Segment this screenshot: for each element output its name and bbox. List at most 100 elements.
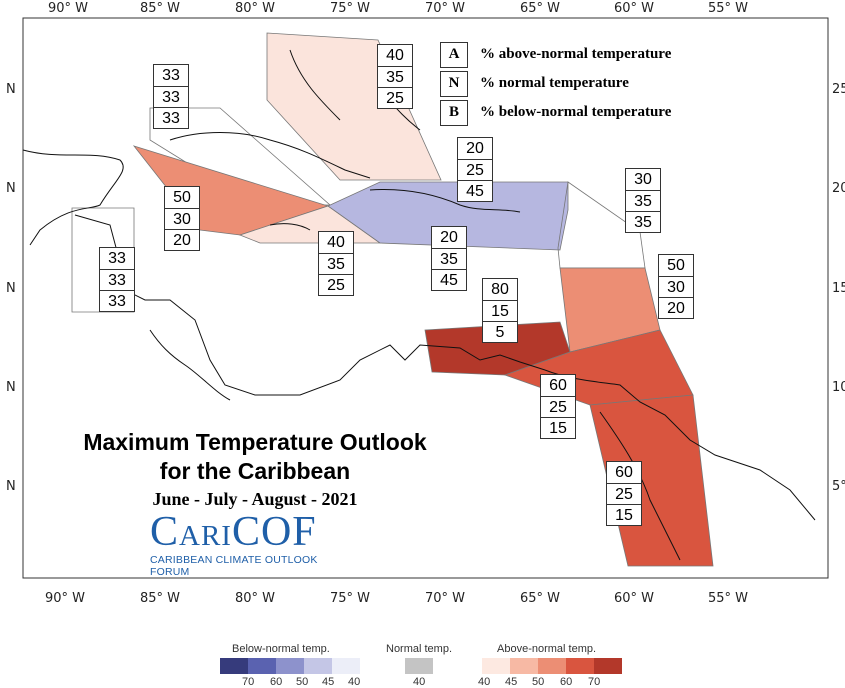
key-row-normal: N % normal temperature: [440, 69, 671, 98]
left-lat-label: N: [6, 479, 16, 494]
prob-normal: 25: [458, 159, 492, 180]
above-tick: 50: [532, 676, 545, 688]
region-bahamas: [266, 32, 442, 181]
prob-normal: 35: [319, 253, 353, 274]
below-tick: 45: [322, 676, 335, 688]
prob-above: 20: [466, 140, 484, 157]
right-lat-label: 20°: [832, 181, 845, 196]
below-swatch: [304, 658, 332, 674]
left-lat-label: N: [6, 181, 16, 196]
below-tick: 70: [242, 676, 255, 688]
key-desc: % above-normal temperature: [480, 46, 672, 62]
prob-above: 50: [667, 257, 685, 274]
left-lat-label: N: [6, 281, 16, 296]
prob-above: 30: [634, 171, 652, 188]
above-tick: 40: [478, 676, 491, 688]
top-lon-label: 75° W: [330, 1, 370, 16]
right-lat-label: 15°: [832, 281, 845, 296]
prob-below: 15: [607, 504, 641, 525]
below-tick: 40: [348, 676, 361, 688]
top-lon-label: 85° W: [140, 1, 180, 16]
prob-above: 33: [162, 67, 180, 84]
top-lon-label: 65° W: [520, 1, 560, 16]
bottom-lon-label: 55° W: [708, 591, 748, 606]
prob-below: 25: [378, 87, 412, 108]
category-key: A % above-normal temperature N % normal …: [440, 40, 671, 127]
normal-label: Normal temp.: [386, 643, 453, 655]
right-lat-label: 5°: [832, 479, 845, 494]
normal-tick: 40: [413, 676, 426, 688]
prob-normal: 30: [165, 208, 199, 229]
top-lon-label: 90° W: [48, 1, 88, 16]
top-lon-label: 60° W: [614, 1, 654, 16]
bottom-lon-label: 85° W: [140, 591, 180, 606]
prob-box-jamaica: 40 35 25: [318, 231, 354, 296]
prob-normal: 33: [154, 86, 188, 107]
prob-box-trinidad-tobago: 60 25 15: [540, 374, 576, 439]
above-tick: 70: [588, 676, 601, 688]
below-tick: 50: [296, 676, 309, 688]
above-swatch: [566, 658, 594, 674]
prob-box-abc-islands: 80 15 5: [482, 278, 518, 343]
above-swatch: [482, 658, 510, 674]
below-normal-label: Below-normal temp.: [232, 643, 330, 655]
top-lon-axis: 90° W 85° W 80° W 75° W 70° W 65° W 60° …: [48, 1, 748, 16]
bottom-lon-axis: 90° W 85° W 80° W 75° W 70° W 65° W 60° …: [45, 591, 748, 606]
key-letter: N: [440, 70, 468, 97]
bottom-lon-label: 65° W: [520, 591, 560, 606]
map-title: Maximum Temperature Outlook: [83, 429, 427, 455]
prob-above: 20: [440, 229, 458, 246]
right-lat-label: 25°: [832, 82, 845, 97]
top-lon-label: 55° W: [708, 1, 748, 16]
top-lon-label: 80° W: [235, 1, 275, 16]
prob-below: 35: [626, 211, 660, 232]
prob-box-cayman-jamaica-west: 50 30 20: [164, 186, 200, 251]
key-desc: % below-normal temperature: [480, 104, 672, 120]
below-swatch: [220, 658, 248, 674]
prob-box-belize: 33 33 33: [99, 247, 135, 312]
left-lat-label: N: [6, 380, 16, 395]
prob-normal: 35: [378, 66, 412, 87]
prob-box-greater-antilles-east: 20 25 45: [457, 137, 493, 202]
key-letter: A: [440, 41, 468, 68]
prob-below: 33: [100, 290, 134, 311]
prob-normal: 33: [100, 269, 134, 290]
below-swatch: [248, 658, 276, 674]
prob-normal: 15: [483, 300, 517, 321]
prob-below: 5: [483, 321, 517, 342]
above-swatch: [510, 658, 538, 674]
bottom-lon-label: 60° W: [614, 591, 654, 606]
below-swatch: [332, 658, 360, 674]
key-row-above: A % above-normal temperature: [440, 40, 671, 69]
above-swatch: [538, 658, 566, 674]
prob-normal: 35: [626, 190, 660, 211]
prob-box-leeward-islands: 30 35 35: [625, 168, 661, 233]
prob-normal: 35: [432, 248, 466, 269]
logo-tagline: CARIBBEAN CLIMATE OUTLOOK FORUM: [150, 554, 318, 578]
prob-above: 33: [108, 250, 126, 267]
right-lat-label: 10°: [832, 380, 845, 395]
prob-above: 40: [386, 47, 404, 64]
prob-above: 60: [549, 377, 567, 394]
map-title-line2: for the Caribbean: [159, 458, 351, 484]
region-belize: [71, 207, 135, 313]
region-greater-antilles-east: [327, 181, 569, 251]
logo-wordmark: CariCOF: [150, 509, 317, 555]
prob-box-hispaniola-puerto-rico: 20 35 45: [431, 226, 467, 291]
above-tick: 60: [560, 676, 573, 688]
caricof-logo: CariCOF CARIBBEAN CLIMATE OUTLOOK FORUM: [150, 510, 360, 578]
top-lon-label: 70° W: [425, 1, 465, 16]
bottom-lon-label: 80° W: [235, 591, 275, 606]
left-lat-label: N: [6, 82, 16, 97]
prob-below: 15: [541, 417, 575, 438]
prob-above: 40: [327, 234, 345, 251]
map-subtitle: June - July - August - 2021: [152, 489, 358, 509]
prob-below: 25: [319, 274, 353, 295]
above-tick: 45: [505, 676, 518, 688]
bottom-lon-label: 90° W: [45, 591, 85, 606]
key-letter: B: [440, 99, 468, 126]
below-tick: 60: [270, 676, 283, 688]
prob-box-windward-islands: 50 30 20: [658, 254, 694, 319]
bottom-lon-label: 75° W: [330, 591, 370, 606]
